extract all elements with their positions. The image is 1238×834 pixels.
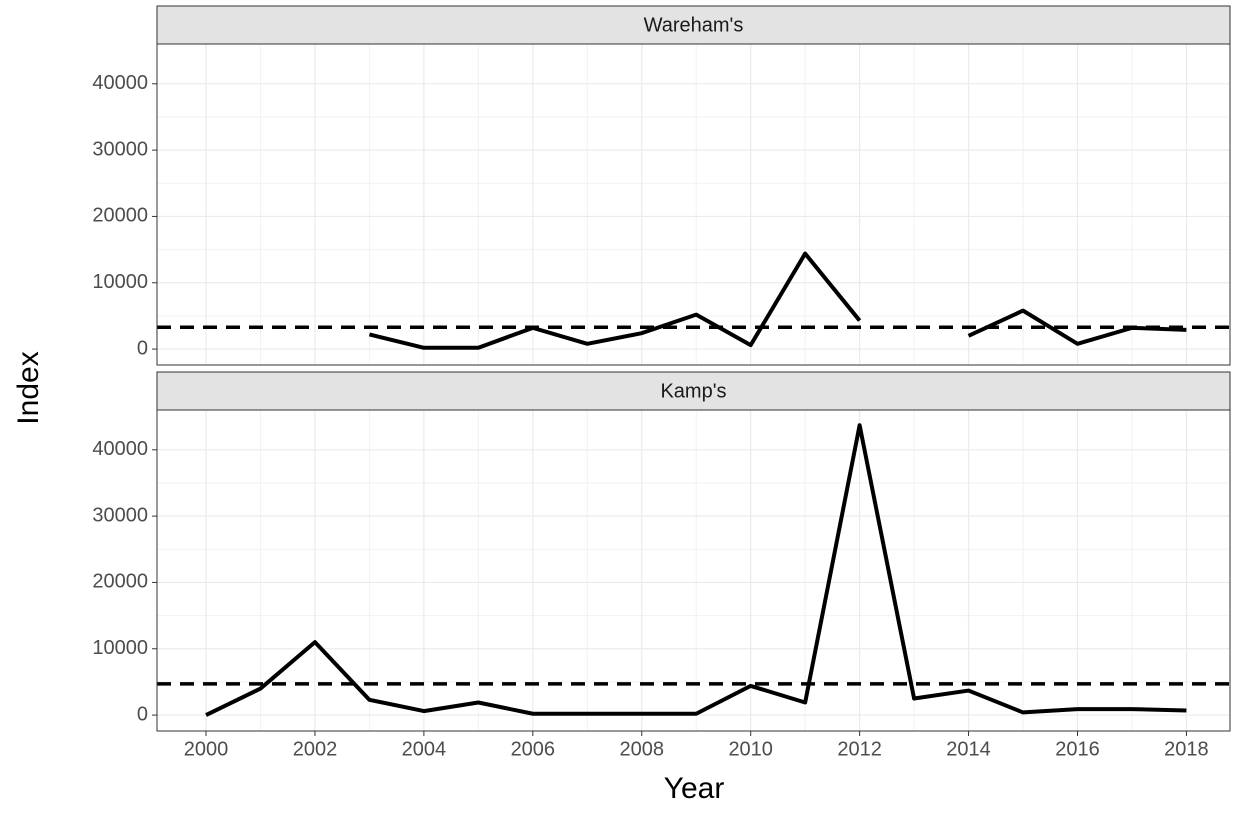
- x-tick-label: 2010: [728, 738, 773, 760]
- y-tick-label: 10000: [92, 271, 148, 293]
- strip: [156, 5, 1231, 45]
- x-tick-label: 2002: [293, 738, 338, 760]
- y-tick-label: 20000: [92, 205, 148, 227]
- panel-border: [156, 409, 1231, 732]
- strip: [156, 371, 1231, 411]
- y-tick-label: 10000: [92, 637, 148, 659]
- y-tick-label: 40000: [92, 72, 148, 94]
- y-tick-label: 30000: [92, 138, 148, 160]
- y-tick-label: 20000: [92, 571, 148, 593]
- y-tick-label: 30000: [92, 504, 148, 526]
- data-line: [368, 251, 1187, 350]
- x-tick-label: 2012: [837, 738, 882, 760]
- panel-border: [156, 43, 1231, 366]
- x-tick-label: 2016: [1055, 738, 1100, 760]
- y-tick-label: 0: [137, 337, 148, 359]
- y-tick-label: 0: [137, 703, 148, 725]
- x-tick-label: 2006: [511, 738, 556, 760]
- panel-title: Kamp's: [660, 380, 726, 402]
- x-tick-label: 2018: [1164, 738, 1209, 760]
- x-tick-label: 2000: [184, 738, 229, 760]
- x-axis-title: Year: [664, 772, 725, 805]
- data-line: [205, 423, 1187, 717]
- panel-title: Wareham's: [644, 14, 744, 36]
- y-axis-title: Index: [12, 351, 45, 424]
- y-tick-label: 40000: [92, 438, 148, 460]
- x-tick-label: 2014: [946, 738, 991, 760]
- x-tick-label: 2008: [620, 738, 665, 760]
- x-tick-label: 2004: [402, 738, 447, 760]
